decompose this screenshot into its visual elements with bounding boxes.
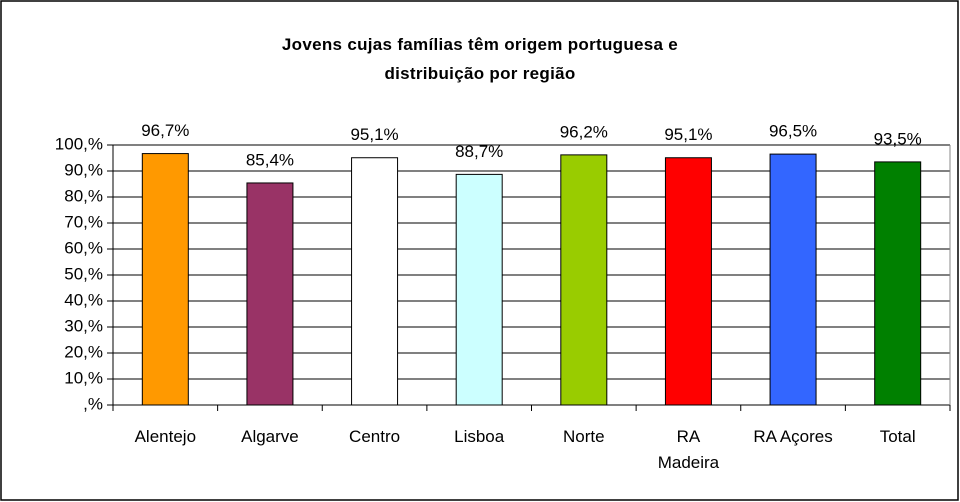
x-tick-label: Total [879, 427, 916, 446]
bar [874, 161, 922, 406]
bar [246, 182, 294, 406]
x-tick-label: Norte [563, 427, 605, 446]
bar [351, 157, 399, 406]
bar [769, 153, 817, 406]
y-tick-label: 20,% [64, 342, 103, 361]
x-tick-label: Algarve [241, 427, 299, 446]
x-tick-label: Alentejo [134, 427, 197, 446]
x-tick-label: Centro [349, 427, 401, 446]
y-tick-label: 70,% [64, 212, 103, 231]
data-label: 93,5% [874, 129, 922, 148]
data-label: 96,5% [769, 122, 817, 141]
bar [141, 153, 189, 406]
data-label: 88,7% [455, 142, 503, 161]
x-tick-label: Lisboa [454, 427, 505, 446]
data-label: 85,4% [246, 150, 294, 169]
chart-title: Jovens cujas famílias têm origem portugu… [281, 35, 679, 83]
y-tick-label: ,% [83, 394, 103, 413]
bar [664, 157, 712, 406]
data-label: 96,7% [141, 121, 189, 140]
y-tick-label: 10,% [64, 368, 103, 387]
y-tick-label: 40,% [64, 290, 103, 309]
y-tick-label: 100,% [55, 134, 103, 153]
y-tick-label: 90,% [64, 160, 103, 179]
x-tick-label: RA Madeira [657, 427, 720, 472]
bar [560, 154, 608, 406]
y-tick-label: 50,% [64, 264, 103, 283]
data-label: 95,1% [664, 125, 712, 144]
y-tick-label: 30,% [64, 316, 103, 335]
bar [455, 173, 503, 406]
data-label: 95,1% [350, 125, 398, 144]
y-tick-label: 60,% [64, 238, 103, 257]
y-tick-label: 80,% [64, 186, 103, 205]
data-label: 96,2% [560, 122, 608, 141]
x-tick-label: RA Açores [753, 427, 833, 446]
